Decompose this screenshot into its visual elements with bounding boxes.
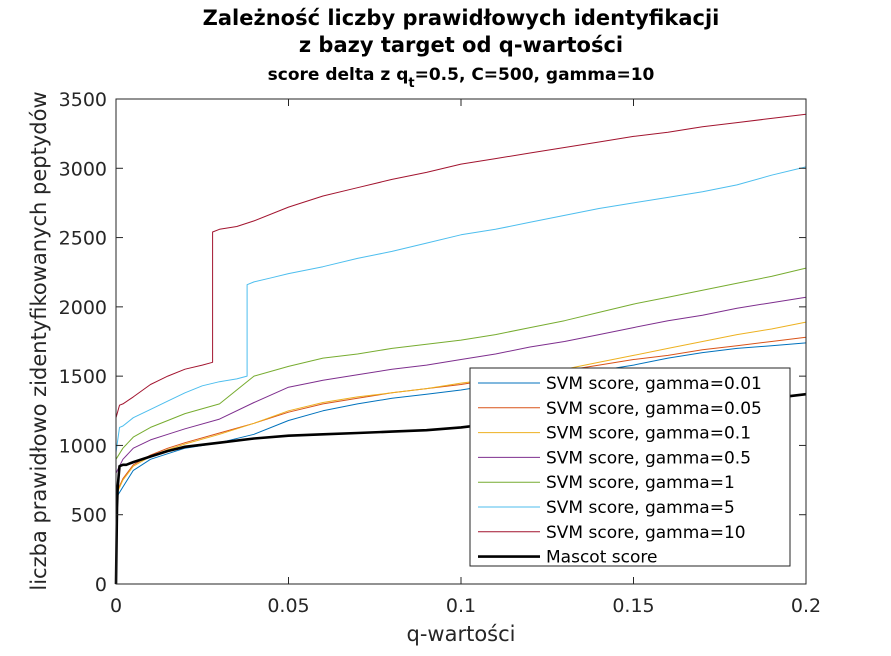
chart-subtitle: score delta z qt=0.5, C=500, gamma=10 bbox=[268, 65, 655, 91]
y-tick-label: 1500 bbox=[59, 366, 107, 388]
axes bbox=[115, 98, 807, 585]
legend: SVM score, gamma=0.01 SVM score, gamma=0.… bbox=[469, 367, 791, 568]
legend-label: Mascot score bbox=[546, 548, 657, 568]
x-tick-label: 0 bbox=[110, 595, 122, 617]
series-line-7 bbox=[115, 113, 807, 418]
series-line-6 bbox=[115, 166, 807, 453]
subtitle-suffix: =0.5, C=500, gamma=10 bbox=[415, 65, 655, 85]
y-tick-label: 3500 bbox=[59, 89, 107, 111]
legend-label: SVM score, gamma=5 bbox=[546, 498, 735, 518]
legend-label: SVM score, gamma=0.05 bbox=[546, 399, 762, 419]
x-tick-label: 0.05 bbox=[267, 595, 309, 617]
y-tick-label: 2500 bbox=[59, 228, 107, 250]
x-axis-label: q-wartości bbox=[407, 622, 516, 646]
y-tick-label: 500 bbox=[71, 505, 107, 527]
x-tick-label: 0.15 bbox=[612, 595, 654, 617]
series-layer bbox=[114, 113, 807, 585]
y-axis-label: liczba prawidłowo zidentyfikowanych pept… bbox=[27, 91, 51, 590]
legend-label: SVM score, gamma=0.5 bbox=[546, 448, 751, 468]
x-tick-label: 0.1 bbox=[446, 595, 476, 617]
subtitle-prefix: score delta z q bbox=[268, 65, 409, 85]
series-line-5 bbox=[115, 267, 807, 460]
series-line-1 bbox=[115, 342, 807, 499]
legend-box bbox=[469, 367, 791, 567]
title-line-1: Zależność liczby prawidłowych identyfika… bbox=[203, 6, 720, 30]
legend-label: SVM score, gamma=0.01 bbox=[546, 374, 762, 394]
x-tick-label: 0.2 bbox=[791, 595, 821, 617]
y-tick-label: 1000 bbox=[59, 435, 107, 457]
series-line-4 bbox=[115, 296, 807, 474]
legend-label: SVM score, gamma=0.1 bbox=[546, 424, 751, 444]
y-tick-label: 0 bbox=[95, 574, 107, 596]
title-line-2: z bazy target od q-wartości bbox=[299, 33, 623, 57]
y-tick-label: 3000 bbox=[59, 158, 107, 180]
subtitle-subscript: t bbox=[408, 76, 414, 91]
legend-label: SVM score, gamma=10 bbox=[546, 523, 746, 543]
y-tick-label: 2000 bbox=[59, 297, 107, 319]
legend-label: SVM score, gamma=1 bbox=[546, 473, 735, 493]
chart-title: Zależność liczby prawidłowych identyfika… bbox=[203, 6, 720, 91]
tick-labels: 0 0.05 0.1 0.15 0.2 0 500 1000 1500 2000 2500 3000 3… bbox=[59, 89, 821, 617]
